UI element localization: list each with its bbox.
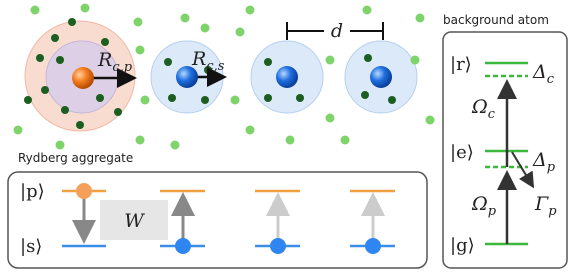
aggregate-title: Rydberg aggregate [18, 151, 133, 165]
diagram: Rc,p Rc,s d Rydberg aggregate W |p⟩ |s⟩ … [0, 0, 573, 275]
shape [364, 54, 372, 62]
shape [51, 34, 59, 42]
shape [201, 96, 209, 104]
shape [181, 14, 190, 23]
label-part: c,s [206, 59, 224, 74]
level-label: |r⟩ [450, 54, 472, 75]
state-label: |p⟩ [20, 181, 45, 202]
shape [136, 46, 145, 55]
shape [341, 136, 350, 145]
shape [236, 28, 245, 37]
interaction-label: W [124, 210, 145, 232]
shape [264, 58, 272, 66]
shape [231, 96, 240, 105]
shape [246, 126, 255, 135]
shape [96, 94, 104, 102]
shape [264, 94, 272, 102]
shape [246, 6, 255, 15]
rydberg-atom-p [72, 67, 94, 89]
shape [168, 94, 176, 102]
shape [68, 18, 76, 26]
rydberg-atom-s [276, 66, 298, 88]
shape [56, 56, 64, 64]
shape [36, 54, 44, 62]
label-part: p [548, 204, 557, 219]
shape [326, 56, 335, 65]
state-label: |s⟩ [20, 236, 42, 257]
level-label: |g⟩ [450, 235, 475, 256]
shape [286, 136, 295, 145]
shape [171, 141, 180, 150]
shape [41, 86, 49, 94]
label-part: R [97, 49, 112, 71]
shape [24, 96, 32, 104]
label-part: c [488, 107, 496, 122]
label-part: Ω [471, 193, 488, 215]
label-part: R [191, 48, 206, 70]
label-part: Δ [532, 149, 547, 171]
shape [201, 24, 210, 33]
shape [363, 6, 372, 15]
label-part: c [547, 72, 555, 87]
shape [81, 4, 90, 13]
shape [164, 58, 172, 66]
shape [136, 136, 145, 145]
shape [76, 121, 84, 129]
shape [31, 6, 40, 15]
background-title: background atom [443, 13, 549, 27]
shape [114, 108, 122, 116]
label-part: c,p [112, 60, 132, 75]
shape [101, 38, 109, 46]
population [270, 238, 286, 254]
label-part: Γ [534, 193, 549, 215]
population [175, 238, 191, 254]
shape [361, 91, 369, 99]
shape [141, 96, 150, 105]
aggregate-box [8, 172, 427, 268]
spacing-label: d [331, 20, 343, 42]
rydberg-atom-s [370, 66, 392, 88]
label-part: Δ [532, 61, 547, 83]
shape [411, 56, 420, 65]
shape [426, 116, 435, 125]
level-label: |e⟩ [450, 142, 474, 163]
label-part: Ω [471, 96, 488, 118]
shape [326, 114, 335, 123]
population [76, 183, 92, 199]
shape [134, 18, 143, 27]
population [365, 238, 381, 254]
shape [388, 96, 396, 104]
label-part: p [547, 160, 556, 175]
label-part: p [488, 204, 497, 219]
shape [14, 126, 23, 135]
shape [56, 141, 65, 150]
shape [61, 106, 69, 114]
shape [296, 94, 304, 102]
atom-cloud: Rc,p Rc,s d [14, 4, 435, 150]
shape [416, 14, 425, 23]
